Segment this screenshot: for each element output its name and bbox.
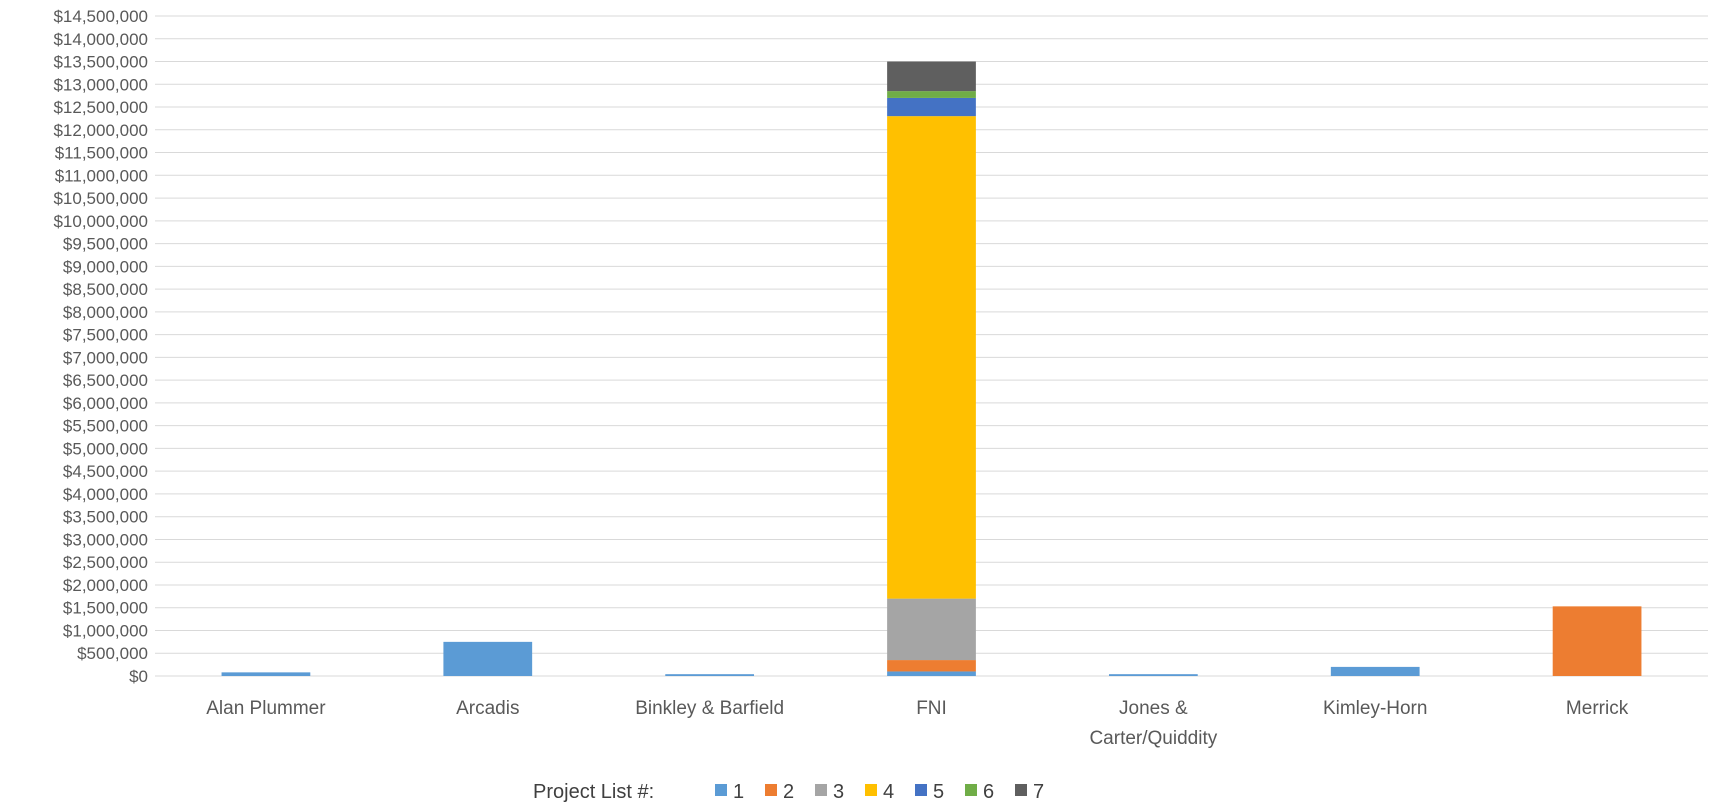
- legend-label: 6: [983, 781, 994, 803]
- y-tick-label: $13,500,000: [53, 53, 148, 72]
- legend-swatch: [815, 784, 827, 796]
- legend-swatch: [915, 784, 927, 796]
- y-tick-label: $13,000,000: [53, 75, 148, 94]
- y-tick-label: $10,500,000: [53, 189, 148, 208]
- legend-label: 5: [933, 781, 944, 803]
- bar-segment: [1552, 606, 1642, 676]
- bar-segment: [887, 97, 976, 117]
- bar-segment: [887, 660, 976, 672]
- y-tick-label: $10,000,000: [53, 212, 148, 231]
- bar-segment: [221, 672, 311, 676]
- bar-segment: [887, 116, 976, 599]
- x-tick-label: Jones & Carter/Quiddity: [1089, 698, 1217, 749]
- legend: Project List #: 1 2 3 4 5 6 7: [533, 781, 1044, 803]
- x-tick-label: Arcadis: [456, 698, 519, 719]
- legend-label: 4: [883, 781, 894, 803]
- y-tick-label: $8,500,000: [63, 280, 148, 299]
- bar-segment: [1330, 666, 1420, 676]
- y-tick-label: $2,000,000: [63, 576, 148, 595]
- x-tick-label: Kimley-Horn: [1323, 698, 1428, 719]
- bar-segment: [443, 641, 533, 676]
- y-tick-label: $9,500,000: [63, 235, 148, 254]
- legend-title: Project List #:: [533, 781, 654, 803]
- legend-swatch: [865, 784, 877, 796]
- legend-swatch: [765, 784, 777, 796]
- y-tick-label: $3,000,000: [63, 530, 148, 549]
- y-tick-label: $1,000,000: [63, 621, 148, 640]
- y-tick-label: $7,500,000: [63, 326, 148, 345]
- x-tick-label: Binkley & Barfield: [635, 698, 784, 719]
- y-tick-label: $11,000,000: [55, 166, 148, 185]
- y-tick-label: $500,000: [77, 644, 148, 663]
- y-tick-label: $6,500,000: [63, 371, 148, 390]
- bar-segment: [665, 674, 755, 676]
- y-tick-label: $2,500,000: [63, 553, 148, 572]
- y-tick-label: $9,000,000: [63, 257, 148, 276]
- bar-segment: [887, 91, 976, 98]
- legend-swatch: [715, 784, 727, 796]
- y-axis: $0 $500,000 $1,000,000 $1,500,000 $2,000,000…: [53, 7, 148, 686]
- x-tick-label: Alan Plummer: [206, 698, 326, 719]
- bar-segment: [887, 671, 976, 676]
- y-tick-label: $4,500,000: [63, 462, 148, 481]
- y-tick-label: $6,000,000: [63, 394, 148, 413]
- x-axis: Alan Plummer Arcadis Binkley & Barfield FNI…: [206, 698, 1628, 749]
- legend-label: 1: [733, 781, 744, 803]
- y-tick-label: $5,500,000: [63, 417, 148, 436]
- y-tick-label: $1,500,000: [63, 599, 148, 618]
- bar-segment: [887, 598, 976, 661]
- y-tick-label: $11,500,000: [55, 144, 148, 163]
- y-tick-label: $8,000,000: [63, 303, 148, 322]
- legend-label: 3: [833, 781, 844, 803]
- y-tick-label: $3,500,000: [63, 508, 148, 527]
- y-tick-label: $12,000,000: [53, 121, 148, 140]
- legend-label: 7: [1033, 781, 1044, 803]
- y-tick-label: $12,500,000: [53, 98, 148, 117]
- legend-swatch: [1015, 784, 1027, 796]
- y-tick-label: $4,000,000: [63, 485, 148, 504]
- y-tick-label: $0: [129, 667, 148, 686]
- bars: [221, 61, 1642, 676]
- y-tick-label: $14,500,000: [53, 7, 148, 26]
- x-tick-label: FNI: [916, 698, 947, 719]
- x-tick-label: Merrick: [1566, 698, 1629, 719]
- y-tick-label: $14,000,000: [53, 30, 148, 49]
- bar-segment: [887, 61, 976, 92]
- legend-label: 2: [783, 781, 794, 803]
- y-tick-label: $7,000,000: [63, 348, 148, 367]
- legend-swatch: [965, 784, 977, 796]
- y-tick-label: $5,000,000: [63, 439, 148, 458]
- bar-segment: [1108, 674, 1198, 676]
